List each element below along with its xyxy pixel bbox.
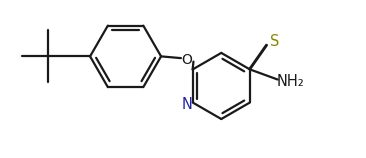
Text: N: N	[182, 97, 193, 112]
Text: O: O	[182, 53, 193, 67]
Text: NH₂: NH₂	[277, 74, 305, 89]
Text: S: S	[270, 34, 279, 49]
